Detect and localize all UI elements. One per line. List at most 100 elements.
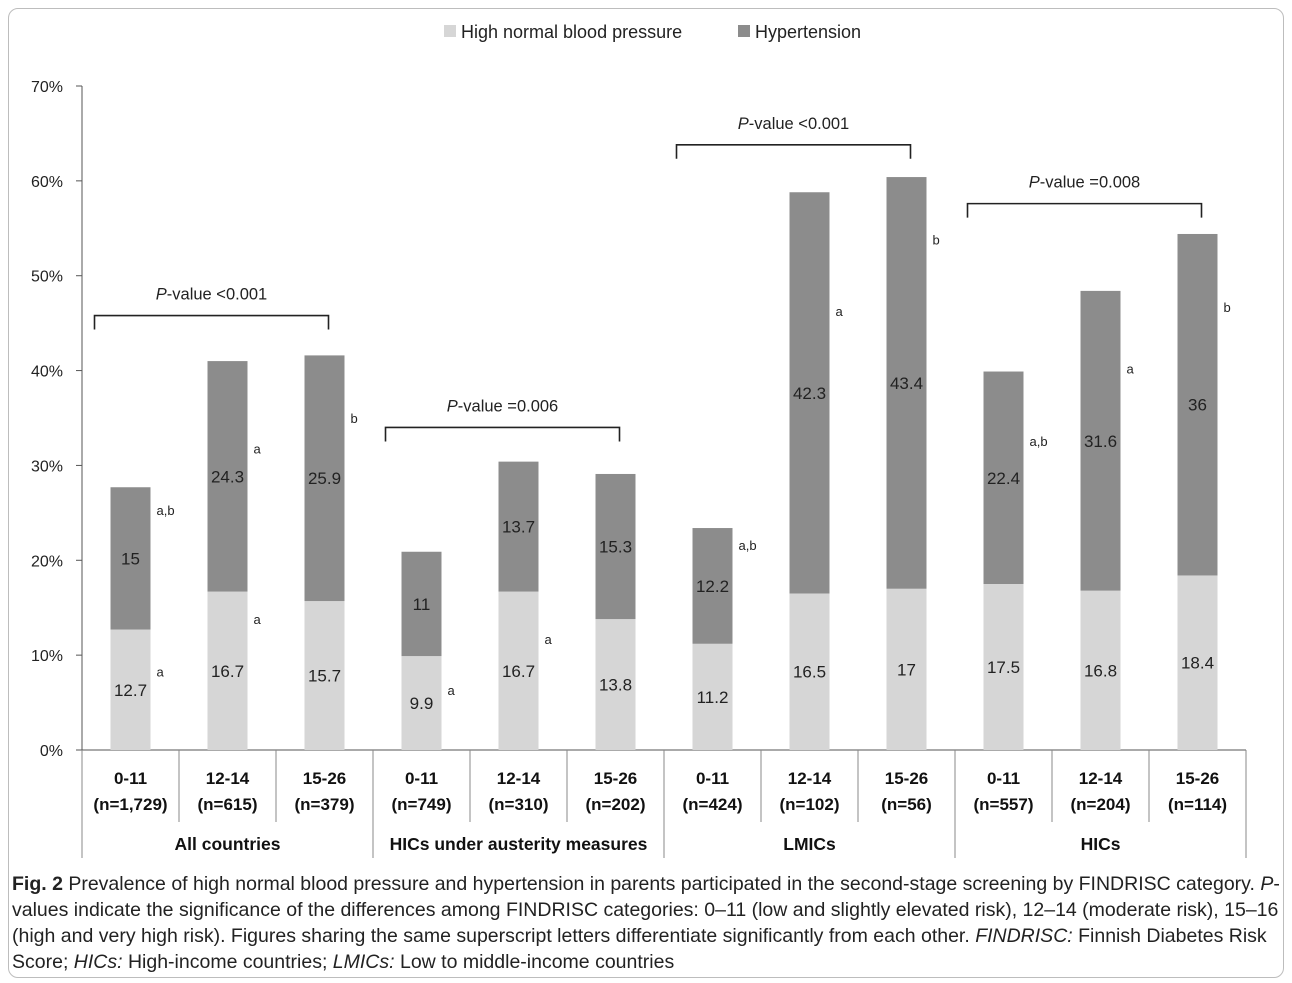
value-label-high-normal: 12.7 <box>114 681 147 700</box>
caption-text-4: High-income countries; <box>122 951 333 973</box>
pvalue-p-italic: P <box>738 115 749 133</box>
superscript-label: b <box>1224 300 1231 315</box>
category-n-label: (n=56) <box>881 795 932 814</box>
group-label: HICs <box>1081 834 1121 854</box>
superscript-label: b <box>351 411 358 426</box>
caption-findrisc-italic: FINDRISC: <box>975 925 1073 947</box>
pvalue-p-italic: P <box>1029 174 1040 192</box>
y-tick-label: 60% <box>31 174 63 191</box>
pvalue-bracket <box>93 314 330 330</box>
y-tick-label: 40% <box>31 364 63 381</box>
category-n-label: (n=202) <box>586 795 646 814</box>
bar-high-normal <box>692 643 733 750</box>
bar-hypertension <box>1177 233 1218 576</box>
y-tick-label: 20% <box>31 553 63 570</box>
pvalue-label: P-value =0.008 <box>1029 174 1140 192</box>
value-label-high-normal: 17 <box>897 660 916 679</box>
pvalue-p-italic: P <box>156 286 167 304</box>
legend-swatch-high-normal <box>444 25 456 37</box>
bar-high-normal <box>1080 590 1121 750</box>
pvalue-text: -value <0.001 <box>749 115 849 133</box>
bar-high-normal <box>886 588 927 750</box>
category-range-label: 12-14 <box>206 769 250 788</box>
superscript-label: a <box>448 683 456 698</box>
bar-hypertension <box>692 528 733 644</box>
caption-text-5: Low to middle-income countries <box>394 951 675 973</box>
caption-text-2: -values indicate the significance of the… <box>12 873 1280 947</box>
bar-hypertension <box>110 487 151 630</box>
value-label-hypertension: 24.3 <box>211 467 244 486</box>
superscript-label: a <box>1127 362 1135 377</box>
value-label-hypertension: 43.4 <box>890 374 923 393</box>
group-label: HICs under austerity measures <box>390 834 648 854</box>
superscript-label: a,b <box>739 538 757 553</box>
pvalue-text: -value =0.006 <box>458 397 558 415</box>
bar-high-normal <box>207 591 248 750</box>
legend-label-high-normal: High normal blood pressure <box>461 22 682 42</box>
category-range-label: 15-26 <box>303 769 346 788</box>
bar-high-normal <box>789 593 830 750</box>
legend-swatch-hypertension <box>738 25 750 37</box>
bar-hypertension <box>1080 290 1121 591</box>
superscript-label: a <box>254 612 262 627</box>
bar-high-normal <box>595 619 636 750</box>
value-label-high-normal: 16.8 <box>1084 661 1117 680</box>
figure-caption: Fig. 2 Prevalence of high normal blood p… <box>12 871 1280 975</box>
value-label-hypertension: 15.3 <box>599 538 632 557</box>
value-label-high-normal: 11.2 <box>697 688 729 707</box>
category-range-label: 12-14 <box>788 769 832 788</box>
category-n-label: (n=114) <box>1168 795 1227 814</box>
category-range-label: 15-26 <box>1176 769 1219 788</box>
category-n-label: (n=102) <box>780 795 840 814</box>
bar-hypertension <box>498 461 539 592</box>
figure-frame <box>8 8 1284 978</box>
pvalue-text: -value <0.001 <box>167 286 267 304</box>
pvalue-text: -value =0.008 <box>1040 174 1140 192</box>
group-label: All countries <box>175 834 281 854</box>
superscript-label: a,b <box>1030 434 1048 449</box>
category-n-label: (n=379) <box>295 795 355 814</box>
category-n-label: (n=749) <box>392 795 452 814</box>
bar-high-normal <box>304 601 345 750</box>
category-range-label: 12-14 <box>497 769 541 788</box>
y-tick-label: 50% <box>31 269 63 286</box>
value-label-hypertension: 11 <box>413 595 431 614</box>
y-tick-label: 30% <box>31 458 63 475</box>
bar-high-normal <box>110 629 151 750</box>
value-label-hypertension: 13.7 <box>502 518 535 537</box>
y-tick-label: 10% <box>31 648 63 665</box>
stacked-bar-chart: 0% 10% 20% 30% 40% 50% 60% 70% 12.7 15 0-11 (n=1,72… <box>31 22 1247 858</box>
category-range-label: 0-11 <box>987 769 1020 788</box>
bar-hypertension <box>401 551 442 657</box>
pvalue-p-italic: P <box>447 397 458 415</box>
value-label-high-normal: 13.8 <box>599 676 632 695</box>
caption-p-italic: P <box>1260 873 1274 895</box>
pvalue-label: P-value <0.001 <box>738 115 849 133</box>
category-n-label: (n=615) <box>198 795 258 814</box>
superscript-label: a <box>545 632 553 647</box>
value-label-hypertension: 31.6 <box>1084 432 1117 451</box>
bar-high-normal <box>1177 575 1218 750</box>
caption-hics-italic: HICs: <box>73 951 123 973</box>
bar-hypertension <box>983 371 1024 584</box>
value-label-hypertension: 36 <box>1188 396 1207 415</box>
category-range-label: 15-26 <box>885 769 928 788</box>
bar-high-normal <box>498 591 539 750</box>
bar-high-normal <box>401 656 442 750</box>
category-n-label: (n=310) <box>489 795 549 814</box>
category-n-label: (n=1,729) <box>93 795 167 814</box>
legend-label-hypertension: Hypertension <box>755 22 861 42</box>
value-label-high-normal: 16.7 <box>211 662 244 681</box>
value-label-hypertension: 15 <box>121 549 140 568</box>
category-range-label: 0-11 <box>696 769 729 788</box>
category-range-label: 15-26 <box>594 769 637 788</box>
value-label-high-normal: 17.5 <box>987 658 1020 677</box>
pvalue-label: P-value <0.001 <box>156 286 267 304</box>
category-n-label: (n=424) <box>683 795 743 814</box>
category-range-label: 0-11 <box>405 769 438 788</box>
category-range-label: 0-11 <box>114 769 147 788</box>
pvalue-bracket <box>675 144 912 159</box>
superscript-label: b <box>933 233 940 248</box>
caption-text-3: Finnish Diabetes Risk Score; <box>12 925 1267 973</box>
bar-hypertension <box>886 177 927 589</box>
